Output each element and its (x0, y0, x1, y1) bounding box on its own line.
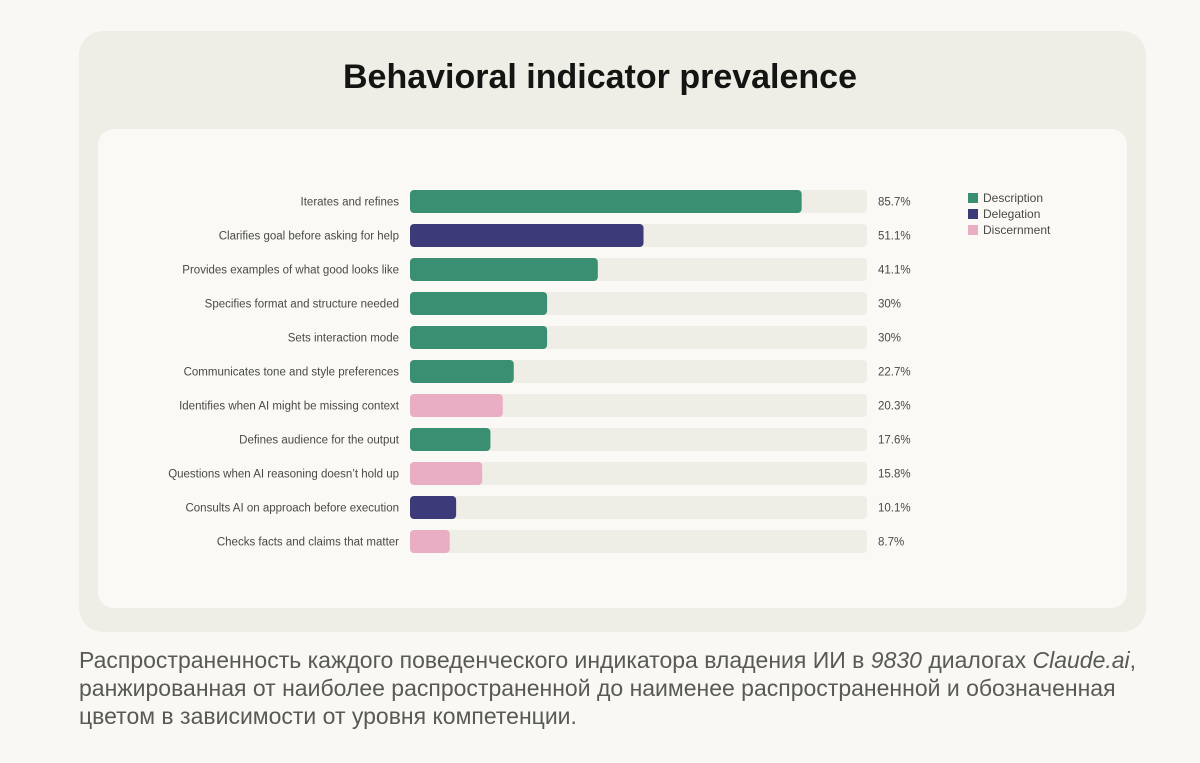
figure-caption: Распространенность каждого поведенческог… (79, 646, 1169, 730)
bar (410, 530, 450, 553)
caption-text-1: Распространенность каждого поведенческог… (79, 647, 871, 673)
chart-legend: Description Delegation Discernment (968, 190, 1050, 238)
bar (410, 190, 802, 213)
legend-item-description: Description (968, 190, 1050, 206)
category-label: Specifies format and structure needed (205, 299, 399, 311)
bar-track (410, 530, 867, 553)
bar (410, 496, 457, 519)
legend-label-description: Description (983, 191, 1044, 205)
category-label: Provides examples of what good looks lik… (182, 265, 399, 277)
bar-track (410, 496, 867, 519)
value-label: 22.7% (878, 367, 911, 379)
category-label: Clarifies goal before asking for help (219, 231, 399, 243)
value-label: 10.1% (878, 503, 911, 515)
value-label: 15.8% (878, 469, 911, 481)
category-label: Checks facts and claims that matter (217, 537, 399, 549)
legend-swatch-description (968, 193, 978, 203)
bar-track (410, 428, 867, 451)
value-label: 8.7% (878, 537, 904, 549)
chart-title: Behavioral indicator prevalence (343, 58, 857, 96)
value-label: 85.7% (878, 197, 911, 209)
value-label: 41.1% (878, 265, 911, 277)
category-label: Consults AI on approach before execution (185, 503, 399, 515)
legend-label-delegation: Delegation (983, 207, 1041, 221)
bar-track (410, 360, 867, 383)
category-label: Sets interaction mode (288, 333, 399, 345)
caption-count: 9830 (870, 647, 922, 673)
value-label: 51.1% (878, 231, 911, 243)
bar (410, 326, 548, 349)
value-label: 30% (878, 299, 901, 311)
value-label: 30% (878, 333, 901, 345)
bar (410, 258, 598, 281)
value-label: 20.3% (878, 401, 911, 413)
bar (410, 224, 644, 247)
caption-text-2: диалогах (921, 647, 1033, 673)
caption-source: Claude.ai (1032, 647, 1130, 673)
bar (410, 292, 548, 315)
legend-swatch-delegation (968, 209, 978, 219)
bar (410, 462, 483, 485)
bar (410, 394, 503, 417)
value-label: 17.6% (878, 435, 911, 447)
bar (410, 428, 491, 451)
bar-track (410, 394, 867, 417)
caption-text-3: , ранжированная от наиболее распростране… (79, 647, 1137, 729)
legend-label-discernment: Discernment (983, 223, 1051, 237)
legend-swatch-discernment (968, 225, 978, 235)
category-label: Defines audience for the output (239, 435, 400, 447)
category-label: Identifies when AI might be missing cont… (179, 401, 400, 413)
legend-item-discernment: Discernment (968, 222, 1050, 238)
category-label: Questions when AI reasoning doesn’t hold… (168, 469, 399, 481)
category-label: Communicates tone and style preferences (184, 367, 400, 379)
bar (410, 360, 514, 383)
legend-item-delegation: Delegation (968, 206, 1050, 222)
category-label: Iterates and refines (301, 197, 400, 209)
bar-track (410, 462, 867, 485)
